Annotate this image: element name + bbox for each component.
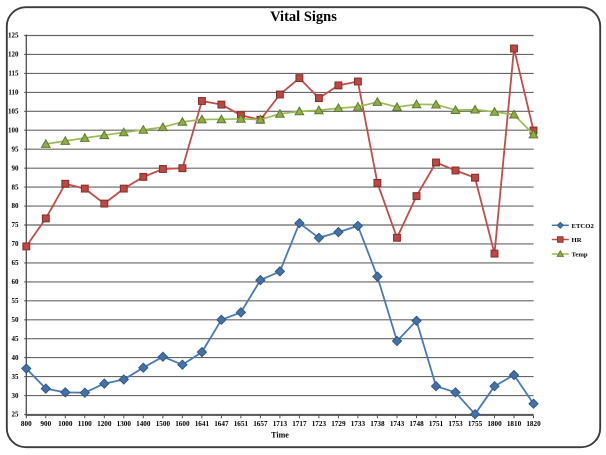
svg-text:1810: 1810 <box>507 420 522 428</box>
svg-text:105: 105 <box>8 108 19 116</box>
svg-text:120: 120 <box>8 51 19 59</box>
svg-text:1651: 1651 <box>234 420 249 428</box>
svg-text:1713: 1713 <box>273 420 288 428</box>
svg-text:HR: HR <box>572 237 582 244</box>
svg-text:1748: 1748 <box>409 420 424 428</box>
svg-text:1729: 1729 <box>331 420 346 428</box>
svg-text:1800: 1800 <box>487 420 502 428</box>
svg-text:35: 35 <box>12 373 20 381</box>
svg-text:85: 85 <box>12 183 20 191</box>
svg-text:25: 25 <box>12 411 20 419</box>
svg-text:1743: 1743 <box>390 420 405 428</box>
svg-text:1100: 1100 <box>78 420 92 428</box>
svg-text:70: 70 <box>12 240 20 248</box>
svg-text:65: 65 <box>12 259 20 267</box>
svg-text:1300: 1300 <box>117 420 132 428</box>
svg-text:1820: 1820 <box>526 420 541 428</box>
svg-text:Temp: Temp <box>572 252 588 259</box>
svg-text:55: 55 <box>12 297 20 305</box>
svg-text:1733: 1733 <box>351 420 366 428</box>
svg-text:900: 900 <box>40 420 51 428</box>
svg-text:100: 100 <box>8 126 19 134</box>
svg-text:1723: 1723 <box>312 420 327 428</box>
svg-text:ETCO2: ETCO2 <box>572 223 595 230</box>
svg-text:80: 80 <box>12 202 20 210</box>
svg-text:40: 40 <box>12 354 20 362</box>
svg-text:1657: 1657 <box>253 420 268 428</box>
svg-text:1500: 1500 <box>156 420 171 428</box>
svg-text:60: 60 <box>12 278 20 286</box>
svg-text:1600: 1600 <box>175 420 190 428</box>
svg-text:1647: 1647 <box>214 420 229 428</box>
svg-text:1400: 1400 <box>136 420 151 428</box>
svg-text:1641: 1641 <box>195 420 210 428</box>
svg-text:115: 115 <box>8 70 19 78</box>
svg-text:1751: 1751 <box>429 420 444 428</box>
svg-text:1738: 1738 <box>370 420 385 428</box>
svg-text:50: 50 <box>12 316 20 324</box>
svg-text:30: 30 <box>12 392 20 400</box>
svg-text:800: 800 <box>21 420 32 428</box>
svg-text:75: 75 <box>12 221 20 229</box>
svg-text:110: 110 <box>8 89 19 97</box>
svg-text:Vital Signs: Vital Signs <box>270 9 337 25</box>
svg-text:1000: 1000 <box>58 420 73 428</box>
svg-text:45: 45 <box>12 335 20 343</box>
svg-text:1753: 1753 <box>448 420 463 428</box>
svg-text:125: 125 <box>8 32 19 40</box>
svg-text:90: 90 <box>12 164 20 172</box>
svg-text:Time: Time <box>271 431 289 440</box>
svg-text:95: 95 <box>12 145 20 153</box>
svg-text:1755: 1755 <box>468 420 483 428</box>
svg-text:1200: 1200 <box>97 420 112 428</box>
svg-text:1717: 1717 <box>292 420 307 428</box>
